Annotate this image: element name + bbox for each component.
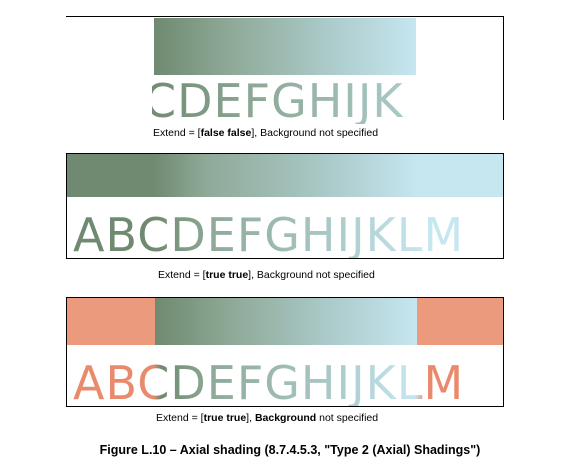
- figure-caption: Figure L.10 – Axial shading (8.7.4.5.3, …: [99, 443, 481, 457]
- shading-letters: ABCDEFGHIJKLM: [73, 356, 465, 407]
- panel-extend-false: CDEFGHIJK: [66, 16, 504, 124]
- gradient-band: [154, 18, 416, 75]
- panel-extend-true: ABCDEFGHIJKLM: [66, 153, 504, 259]
- caption-bold-background: Background: [254, 412, 317, 424]
- panel-caption: Extend = [false false], Background not s…: [153, 127, 378, 139]
- caption-bold: true true: [205, 269, 249, 281]
- panel-extend-true-background: ABCDEFGHIJKLM: [66, 297, 504, 407]
- caption-prefix: Extend = [: [158, 269, 206, 281]
- shading-letters: ABCDEFGHIJKLM: [73, 208, 465, 259]
- caption-suffix: not specified: [316, 412, 379, 424]
- caption-suffix: ], Background not specified: [251, 127, 379, 139]
- letters-clip: CDEFGHIJK: [152, 78, 414, 126]
- salmon-background-left: [67, 298, 155, 345]
- caption-prefix: Extend = [: [153, 127, 201, 139]
- panel-right-border: [503, 16, 504, 120]
- caption-bold: false false: [200, 127, 252, 139]
- salmon-background-right: [417, 298, 503, 345]
- panel-caption: Extend = [true true], Background not spe…: [156, 412, 378, 424]
- caption-bold: true true: [203, 412, 247, 424]
- gradient-band: [67, 154, 503, 197]
- caption-prefix: Extend = [: [156, 412, 204, 424]
- gradient-band: [155, 298, 417, 345]
- panel-caption: Extend = [true true], Background not spe…: [158, 269, 375, 281]
- caption-mid: ],: [246, 412, 255, 424]
- panel-top-border: [66, 16, 504, 17]
- caption-suffix: ], Background not specified: [248, 269, 375, 281]
- shading-letters: CDEFGHIJK: [152, 78, 404, 124]
